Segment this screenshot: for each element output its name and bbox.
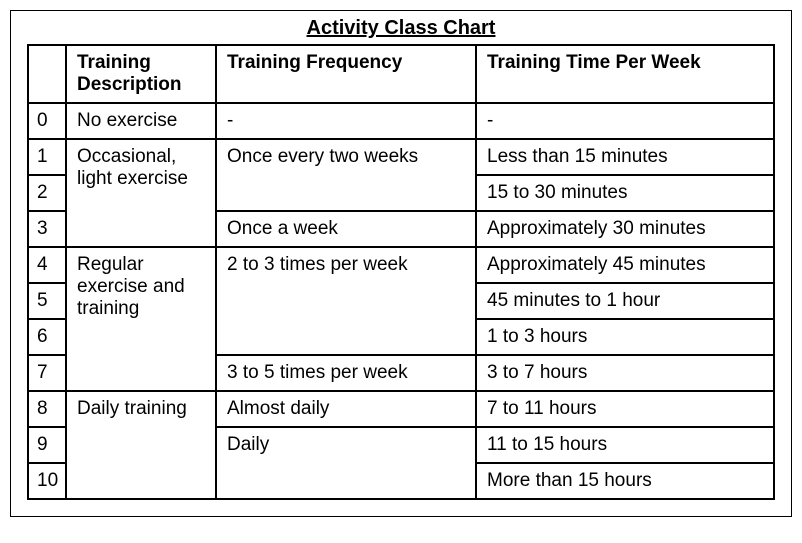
chart-title: Activity Class Chart bbox=[27, 17, 775, 40]
cell-idx: 4 bbox=[28, 247, 66, 283]
cell-desc: Occasional, light exercise bbox=[66, 139, 216, 247]
table-row: 0 No exercise - - bbox=[28, 103, 774, 139]
cell-freq: 3 to 5 times per week bbox=[216, 355, 476, 391]
table-row: 8 Daily training Almost daily 7 to 11 ho… bbox=[28, 391, 774, 427]
cell-idx: 9 bbox=[28, 427, 66, 463]
cell-desc: No exercise bbox=[66, 103, 216, 139]
cell-time: 7 to 11 hours bbox=[476, 391, 774, 427]
cell-freq: - bbox=[216, 103, 476, 139]
cell-time: More than 15 hours bbox=[476, 463, 774, 499]
cell-freq: Daily bbox=[216, 427, 476, 499]
header-idx bbox=[28, 45, 66, 103]
cell-time: - bbox=[476, 103, 774, 139]
cell-idx: 7 bbox=[28, 355, 66, 391]
header-desc: Training Description bbox=[66, 45, 216, 103]
cell-idx: 2 bbox=[28, 175, 66, 211]
cell-time: 15 to 30 minutes bbox=[476, 175, 774, 211]
cell-time: 3 to 7 hours bbox=[476, 355, 774, 391]
cell-time: Approximately 45 minutes bbox=[476, 247, 774, 283]
cell-idx: 5 bbox=[28, 283, 66, 319]
table-row: 1 Occasional, light exercise Once every … bbox=[28, 139, 774, 175]
cell-time: 11 to 15 hours bbox=[476, 427, 774, 463]
header-freq: Training Frequency bbox=[216, 45, 476, 103]
cell-desc: Regular exercise and training bbox=[66, 247, 216, 391]
header-row: Training Description Training Frequency … bbox=[28, 45, 774, 103]
cell-freq: 2 to 3 times per week bbox=[216, 247, 476, 355]
cell-idx: 1 bbox=[28, 139, 66, 175]
cell-idx: 0 bbox=[28, 103, 66, 139]
cell-freq: Once every two weeks bbox=[216, 139, 476, 211]
cell-time: Approximately 30 minutes bbox=[476, 211, 774, 247]
cell-freq: Once a week bbox=[216, 211, 476, 247]
header-time: Training Time Per Week bbox=[476, 45, 774, 103]
table-row: 4 Regular exercise and training 2 to 3 t… bbox=[28, 247, 774, 283]
cell-time: Less than 15 minutes bbox=[476, 139, 774, 175]
cell-idx: 6 bbox=[28, 319, 66, 355]
chart-container: Activity Class Chart Training Descriptio… bbox=[10, 10, 792, 517]
cell-idx: 8 bbox=[28, 391, 66, 427]
cell-time: 45 minutes to 1 hour bbox=[476, 283, 774, 319]
cell-idx: 10 bbox=[28, 463, 66, 499]
cell-idx: 3 bbox=[28, 211, 66, 247]
activity-table: Training Description Training Frequency … bbox=[27, 44, 775, 500]
cell-desc: Daily training bbox=[66, 391, 216, 499]
cell-time: 1 to 3 hours bbox=[476, 319, 774, 355]
cell-freq: Almost daily bbox=[216, 391, 476, 427]
